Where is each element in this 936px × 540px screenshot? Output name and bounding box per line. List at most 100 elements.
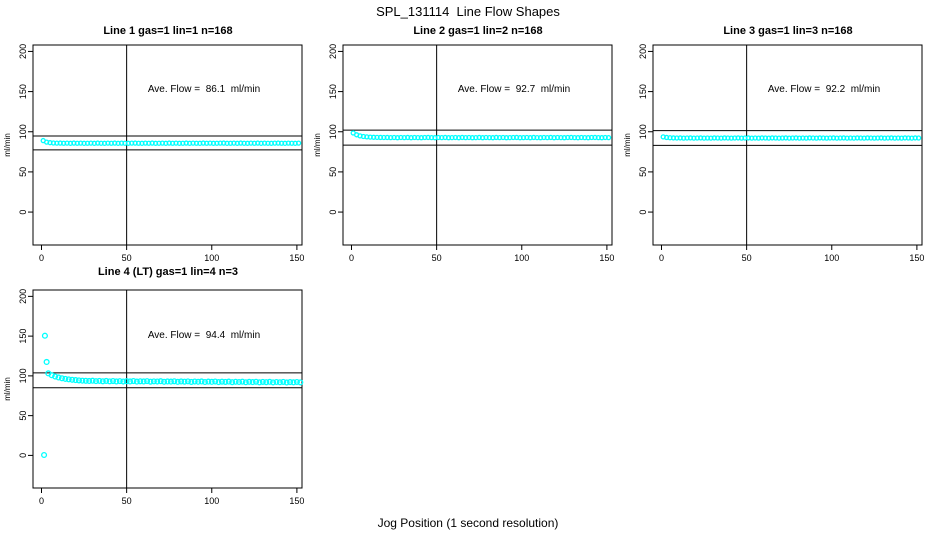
data-point	[144, 378, 151, 385]
x-tick-label: 100	[514, 253, 529, 263]
data-point	[113, 378, 120, 385]
x-tick-label: 100	[204, 253, 219, 263]
y-tick-label: 100	[18, 368, 28, 383]
y-tick-label: 0	[328, 210, 338, 215]
data-point	[75, 377, 83, 384]
subplot-line-3: 0 50 100 150 200 0 50 100 150 ml/min	[620, 18, 936, 273]
y-tick-label: 150	[18, 84, 28, 99]
x-tick-label: 0	[659, 253, 664, 263]
x-tick-label: 50	[432, 253, 442, 263]
y-tick-label: 0	[638, 210, 648, 215]
data-point	[249, 379, 256, 386]
data-point	[48, 372, 55, 379]
data-point	[86, 377, 93, 385]
data-point	[218, 378, 226, 385]
subplot-line-4: 0 50 100 150 200 0 50 100 150 ml/min	[0, 263, 316, 526]
x-tick-label: 100	[824, 253, 839, 263]
data-point	[212, 378, 219, 385]
data-point	[297, 379, 304, 386]
subplot-line-2: 0 50 100 150 200 0 50 100 150 ml/min	[310, 18, 626, 273]
data-point	[273, 378, 280, 386]
plot-box	[32, 289, 303, 489]
y-tick-label: 200	[18, 44, 28, 59]
data-point	[52, 373, 59, 380]
data-point	[293, 378, 300, 386]
data-point	[287, 379, 294, 386]
x-tick-label: 0	[39, 496, 44, 506]
data-point	[72, 377, 79, 384]
data-point	[92, 378, 100, 385]
y-axis-label: ml/min	[3, 133, 12, 157]
plot-canvas: 0 50 100 150 200 0 50 100 150 ml/min	[313, 44, 614, 263]
subplot-line-1: 0 50 100 150 200 0 50 100 150 ml/min	[0, 18, 316, 273]
data-point	[225, 378, 232, 385]
data-point	[215, 379, 222, 386]
y-tick-label: 0	[18, 210, 28, 215]
data-point	[62, 375, 69, 382]
data-point	[126, 378, 134, 385]
ave-flow-annotation-line-1: Ave. Flow = 86.1 ml/min	[147, 84, 261, 95]
data-point	[242, 379, 249, 386]
data-point	[130, 377, 137, 385]
data-point	[55, 374, 62, 381]
y-axis-label: ml/min	[3, 377, 12, 401]
data-point	[205, 378, 212, 385]
data-point	[270, 379, 277, 386]
data-point	[256, 379, 263, 386]
y-tick-label: 50	[18, 167, 28, 177]
data-point	[295, 140, 302, 146]
plot-canvas: 0 50 100 150 200 0 50 100 150 ml/min	[623, 44, 924, 263]
data-point	[120, 378, 127, 385]
ave-flow-annotation-line-3: Ave. Flow = 92.2 ml/min	[767, 84, 881, 95]
subplot-title-line-2: Line 2 gas=1 lin=2 n=168	[413, 25, 543, 37]
data-point	[283, 379, 290, 386]
data-point	[103, 377, 110, 385]
y-tick-label: 150	[328, 84, 338, 99]
data-point	[150, 378, 157, 385]
data-point	[198, 378, 205, 385]
x-tick-label: 150	[289, 253, 304, 263]
x-tick-label: 150	[909, 253, 924, 263]
data-point	[82, 377, 89, 384]
plot-box	[32, 44, 303, 246]
data-point	[99, 378, 106, 385]
data-point	[276, 379, 283, 386]
data-point	[259, 378, 266, 385]
data-point	[65, 376, 72, 383]
data-point	[147, 378, 154, 385]
data-point	[154, 378, 161, 385]
x-tick-label: 50	[122, 496, 132, 506]
data-point	[605, 134, 612, 141]
data-point	[232, 378, 239, 385]
subplot-title-line-3: Line 3 gas=1 lin=3 n=168	[723, 25, 853, 37]
y-tick-label: 50	[18, 411, 28, 421]
data-point	[178, 378, 185, 385]
x-tick-label: 50	[742, 253, 752, 263]
data-point	[280, 378, 287, 385]
x-tick-label: 150	[599, 253, 614, 263]
data-point	[201, 378, 209, 386]
data-point	[123, 378, 130, 385]
data-point	[266, 378, 273, 385]
data-point	[171, 378, 178, 385]
data-point	[109, 377, 117, 385]
y-tick-label: 100	[328, 124, 338, 139]
data-point	[195, 378, 202, 385]
y-tick-label: 150	[18, 329, 28, 344]
y-axis-label: ml/min	[313, 133, 322, 157]
data-point	[58, 375, 65, 382]
data-point	[89, 377, 96, 384]
y-tick-label: 200	[18, 289, 28, 304]
ave-flow-annotation-line-2: Ave. Flow = 92.7 ml/min	[457, 84, 571, 95]
data-point	[208, 378, 215, 385]
data-point	[235, 378, 243, 386]
data-point	[137, 378, 144, 385]
y-tick-label: 100	[18, 124, 28, 139]
ave-flow-annotation-line-4: Ave. Flow = 94.4 ml/min	[147, 330, 261, 341]
data-point	[181, 378, 188, 385]
data-point	[167, 378, 174, 385]
data-point	[222, 378, 229, 385]
data-point	[106, 378, 113, 385]
y-axis-label: ml/min	[623, 133, 632, 157]
